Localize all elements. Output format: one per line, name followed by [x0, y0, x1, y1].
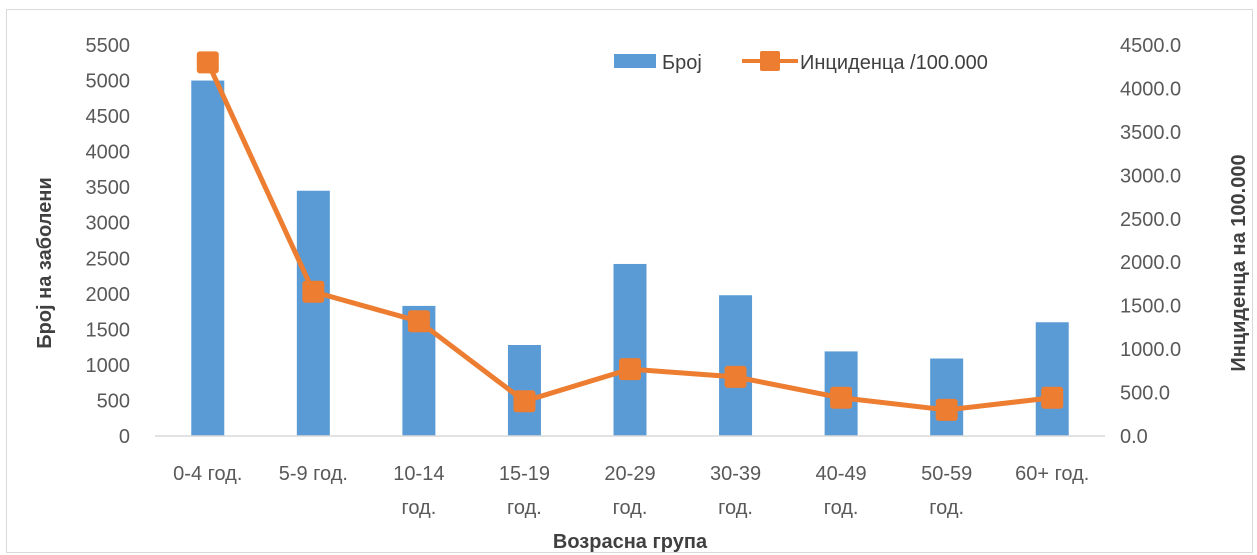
x-tick-label: 60+ год.: [1015, 463, 1089, 485]
legend-bar-label: Број: [662, 52, 702, 74]
y-tick-label: 2500: [86, 248, 131, 270]
y2-tick-label: 0.0: [1120, 426, 1148, 448]
y-tick-label: 2000: [86, 284, 131, 306]
x-axis-title: Возрасна група: [553, 531, 708, 553]
y-tick-label: 1000: [86, 355, 131, 377]
y-tick-label: 5500: [86, 35, 131, 57]
x-tick-label: 0-4 год.: [173, 463, 242, 485]
x-tick-label: год.: [718, 497, 753, 519]
x-tick-label: 50-59: [921, 463, 972, 485]
bar: [296, 190, 330, 436]
y-tick-label: 500: [97, 390, 130, 412]
y2-tick-label: 500.0: [1120, 383, 1170, 405]
line-point: [724, 365, 747, 388]
bar: [1035, 322, 1069, 436]
x-tick-label: год.: [929, 497, 964, 519]
y2-tick-label: 3500.0: [1120, 122, 1181, 144]
y-tick-label: 3500: [86, 177, 131, 199]
legend: Број Инциденца /100.000: [614, 51, 988, 74]
bar: [719, 295, 753, 436]
line-point: [196, 51, 219, 74]
right-axis-ticks: 0.0 500.0 1000.0 1500.0 2000.0 2500.0 3000.0 35…: [1120, 35, 1181, 448]
line-point: [1041, 386, 1064, 409]
bar-series: [191, 80, 1069, 436]
y2-tick-label: 4000.0: [1120, 78, 1181, 100]
line-point: [619, 358, 641, 381]
line-point: [407, 310, 430, 333]
line-point: [830, 386, 853, 409]
x-tick-label: год.: [402, 497, 437, 519]
x-tick-label: 10-14: [393, 463, 444, 485]
y-tick-label: 5000: [86, 71, 131, 93]
line-point: [513, 390, 536, 413]
line-series: [196, 51, 1064, 421]
y2-tick-label: 3000.0: [1120, 165, 1181, 187]
y-tick-label: 1500: [86, 319, 131, 341]
line-point: [302, 280, 325, 303]
y2-tick-label: 2000.0: [1120, 252, 1181, 274]
y-tick-label: 3000: [86, 213, 131, 235]
x-tick-label: 30-39: [710, 463, 761, 485]
y2-tick-label: 2500.0: [1120, 209, 1181, 231]
legend-bar-swatch: [614, 54, 656, 68]
y-tick-label: 0: [119, 426, 130, 448]
x-tick-label: год.: [613, 497, 648, 519]
bar: [613, 263, 647, 436]
legend-line-marker: [760, 51, 780, 71]
bar: [191, 80, 225, 436]
bar: [930, 358, 964, 436]
x-tick-label: 40-49: [816, 463, 867, 485]
x-tick-label: год.: [507, 497, 542, 519]
x-tick-label: 5-9 год.: [279, 463, 348, 485]
x-axis-ticks: 0-4 год. 5-9 год. 10-14 год. 15-19 год. 20-29 г…: [173, 463, 1089, 519]
y2-tick-label: 1500.0: [1120, 296, 1181, 318]
y-tick-label: 4500: [86, 106, 131, 128]
line-point: [935, 398, 958, 421]
legend-line-label: Инциденца /100.000: [800, 52, 988, 74]
x-tick-label: 20-29: [604, 463, 655, 485]
x-tick-label: 15-19: [499, 463, 550, 485]
y-axis-title: Број на заболени: [34, 177, 56, 349]
x-tick-label: год.: [824, 497, 859, 519]
y2-tick-label: 4500.0: [1120, 35, 1181, 57]
y-tick-label: 4000: [86, 142, 131, 164]
left-axis-ticks: 0 500 1000 1500 2000 2500 3000 3500 4000 4500 5000…: [86, 35, 131, 448]
y2-axis-title: Инциденца на 100.000: [1228, 154, 1250, 371]
y2-tick-label: 1000.0: [1120, 339, 1181, 361]
